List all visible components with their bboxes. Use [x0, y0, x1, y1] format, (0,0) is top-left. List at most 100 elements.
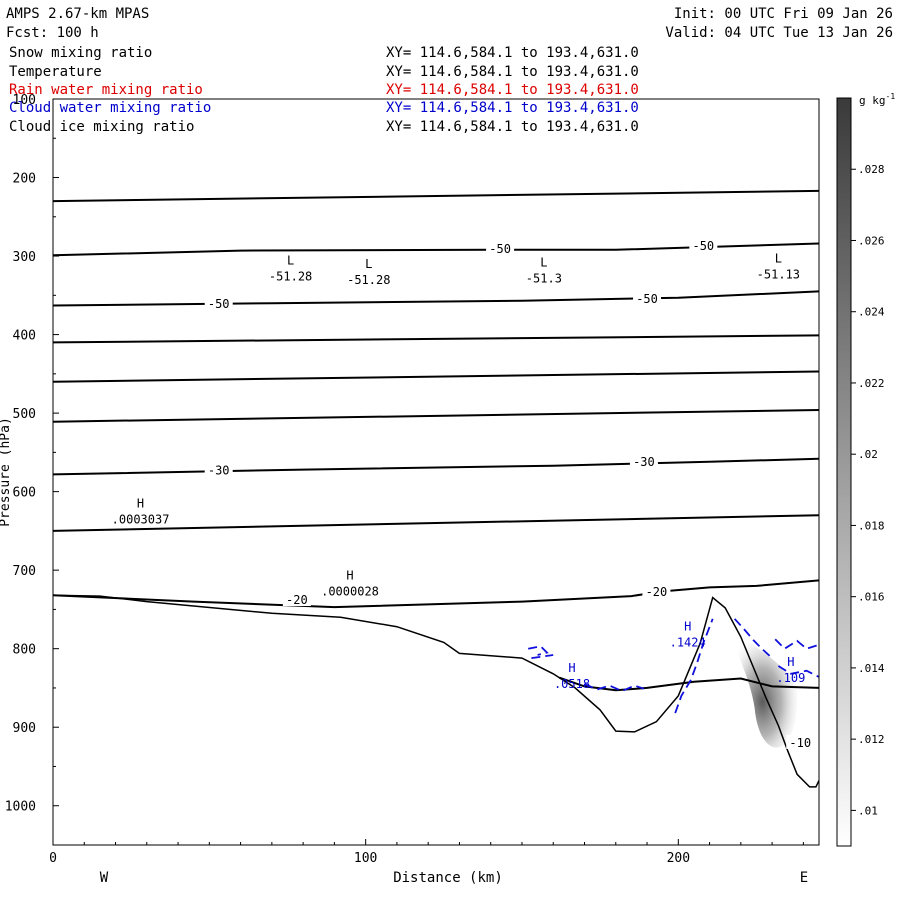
legend-xy: XY= 114.6,584.1 to 193.4,631.0	[386, 45, 639, 61]
isotherm-label-bg	[642, 584, 671, 599]
legend-name: Cloud water mixing ratio	[9, 100, 211, 116]
y-tick-label: 1000	[5, 800, 36, 815]
colorbar-tick-label: .02	[858, 448, 878, 461]
colorbar-tick-label: .018	[858, 519, 885, 532]
colorbar-tick-label: .022	[858, 377, 885, 390]
cloud-water-contour	[777, 665, 819, 678]
extremum-symbol: L	[287, 254, 294, 268]
x-tick-label: 200	[667, 851, 690, 866]
extremum-symbol: H	[568, 661, 575, 675]
colorbar-ramp	[836, 97, 852, 847]
colorbar-tick-label: .016	[858, 591, 885, 604]
extremum-value: .0003037	[112, 512, 170, 526]
terrain-line	[53, 594, 819, 788]
colorbar-tick-label: .026	[858, 234, 885, 247]
extremum-value: .0518	[554, 677, 590, 691]
isotherm-label-bg	[282, 591, 311, 606]
y-tick-label: 200	[13, 172, 36, 187]
cloud-water-contour	[584, 683, 645, 693]
cloud-water-contour	[774, 638, 819, 650]
legend-name: Temperature	[9, 64, 102, 80]
colorbar: .01 .012 .014 .016 .018 .02 .022 .024 .026 .028 g…	[836, 92, 895, 847]
isotherm-label: -50	[489, 242, 511, 256]
legend-xy: XY= 114.6,584.1 to 193.4,631.0	[386, 100, 639, 116]
y-tick-label: 900	[13, 721, 36, 736]
isotherm-label: -50	[208, 297, 230, 311]
extremum-symbol: H	[787, 655, 794, 669]
extremum-value: .0000028	[321, 585, 379, 599]
extremum-value: .109	[776, 671, 805, 685]
x-tick-label: 0	[49, 851, 57, 866]
legend-xy: XY= 114.6,584.1 to 193.4,631.0	[386, 64, 639, 80]
y-tick-label: 500	[13, 407, 36, 422]
colorbar-tick-label: .024	[858, 306, 885, 319]
model-title: AMPS 2.67-km MPAS	[6, 6, 149, 22]
isotherm-label: -30	[633, 455, 655, 469]
isotherm-label: -30	[208, 463, 230, 477]
colorbar-tick-label: .014	[858, 662, 885, 675]
extremum-symbol: H	[346, 569, 353, 583]
isotherm-line	[53, 579, 819, 609]
extremum-value: -51.3	[526, 271, 562, 285]
legend-xy: XY= 114.6,584.1 to 193.4,631.0	[386, 119, 639, 135]
legend-name: Snow mixing ratio	[9, 45, 152, 61]
cloud-water-contour	[733, 618, 773, 659]
extremum-symbol: L	[775, 251, 782, 265]
isotherm-line	[53, 334, 819, 344]
colorbar-unit: g kg-1	[859, 92, 895, 107]
y-tick-label: 100	[13, 93, 36, 108]
extremum-value: -51.28	[347, 273, 390, 287]
extremum-symbol: L	[365, 257, 372, 271]
isotherm-label-bg	[204, 462, 233, 477]
isotherm-label: -50	[692, 239, 714, 253]
legend-name: Rain water mixing ratio	[9, 82, 203, 98]
y-tick-label: 300	[13, 250, 36, 265]
contour-labels: -50 -50 -50 -50 -30 -30 -20 -20 -10 L -51.28 L -51.2…	[112, 237, 815, 750]
isotherm-label: -20	[646, 585, 668, 599]
colorbar-tick-label: .01	[858, 804, 878, 817]
y-tick-label: 800	[13, 643, 36, 658]
x-tick-label: 100	[354, 851, 377, 866]
snow-mixing-shading	[733, 632, 798, 748]
colorbar-ticks: .01 .012 .014 .016 .018 .02 .022 .024 .026 .028	[851, 163, 885, 817]
isotherm-line	[53, 370, 819, 383]
isotherm-label: -10	[789, 736, 811, 750]
plot-frame	[52, 98, 820, 846]
legend-xy: XY= 114.6,584.1 to 193.4,631.0	[386, 82, 639, 98]
y-axis: 100 200 300 400 500 600 700 800 900 1000	[5, 93, 59, 846]
colorbar-tick-label: .012	[858, 733, 885, 746]
extremum-value: .1424	[670, 636, 706, 650]
y-tick-label: 700	[13, 564, 36, 579]
isotherm-label: -50	[636, 292, 658, 306]
isotherm-line	[53, 514, 819, 532]
west-label: W	[100, 870, 109, 886]
forecast-hour: Fcst: 100 h	[6, 25, 99, 41]
y-tick-label: 400	[13, 329, 36, 344]
extremum-symbol: L	[540, 255, 547, 269]
isotherm-label: -20	[286, 593, 308, 607]
isotherm-label-bg	[629, 453, 658, 468]
extremum-symbol: H	[684, 620, 691, 634]
legend: Snow mixing ratio XY= 114.6,584.1 to 193…	[9, 45, 639, 135]
extremum-symbol: H	[137, 496, 144, 510]
valid-time: Valid: 04 UTC Tue 13 Jan 26	[665, 25, 893, 41]
extremum-value: -51.28	[269, 270, 312, 284]
isotherm-line	[53, 189, 819, 203]
x-axis-label: Distance (km)	[393, 870, 503, 886]
east-label: E	[800, 870, 808, 886]
isotherm-label-bg	[633, 291, 662, 306]
cloud-water-contour	[674, 618, 714, 714]
isotherm-label-bg	[786, 734, 815, 749]
cloud-water-contour	[528, 645, 549, 656]
isotherm-line	[53, 457, 819, 476]
cloud-water-contour	[531, 654, 554, 659]
isotherm-line	[53, 409, 819, 423]
colorbar-tick-label: .028	[858, 163, 885, 176]
plot-area	[53, 189, 819, 788]
init-time: Init: 00 UTC Fri 09 Jan 26	[674, 6, 893, 22]
isotherm-label-bg	[486, 240, 515, 255]
isotherm-label-bg	[204, 295, 233, 310]
x-axis: 0 100 200	[49, 839, 804, 866]
isotherm-label-bg	[689, 237, 718, 252]
